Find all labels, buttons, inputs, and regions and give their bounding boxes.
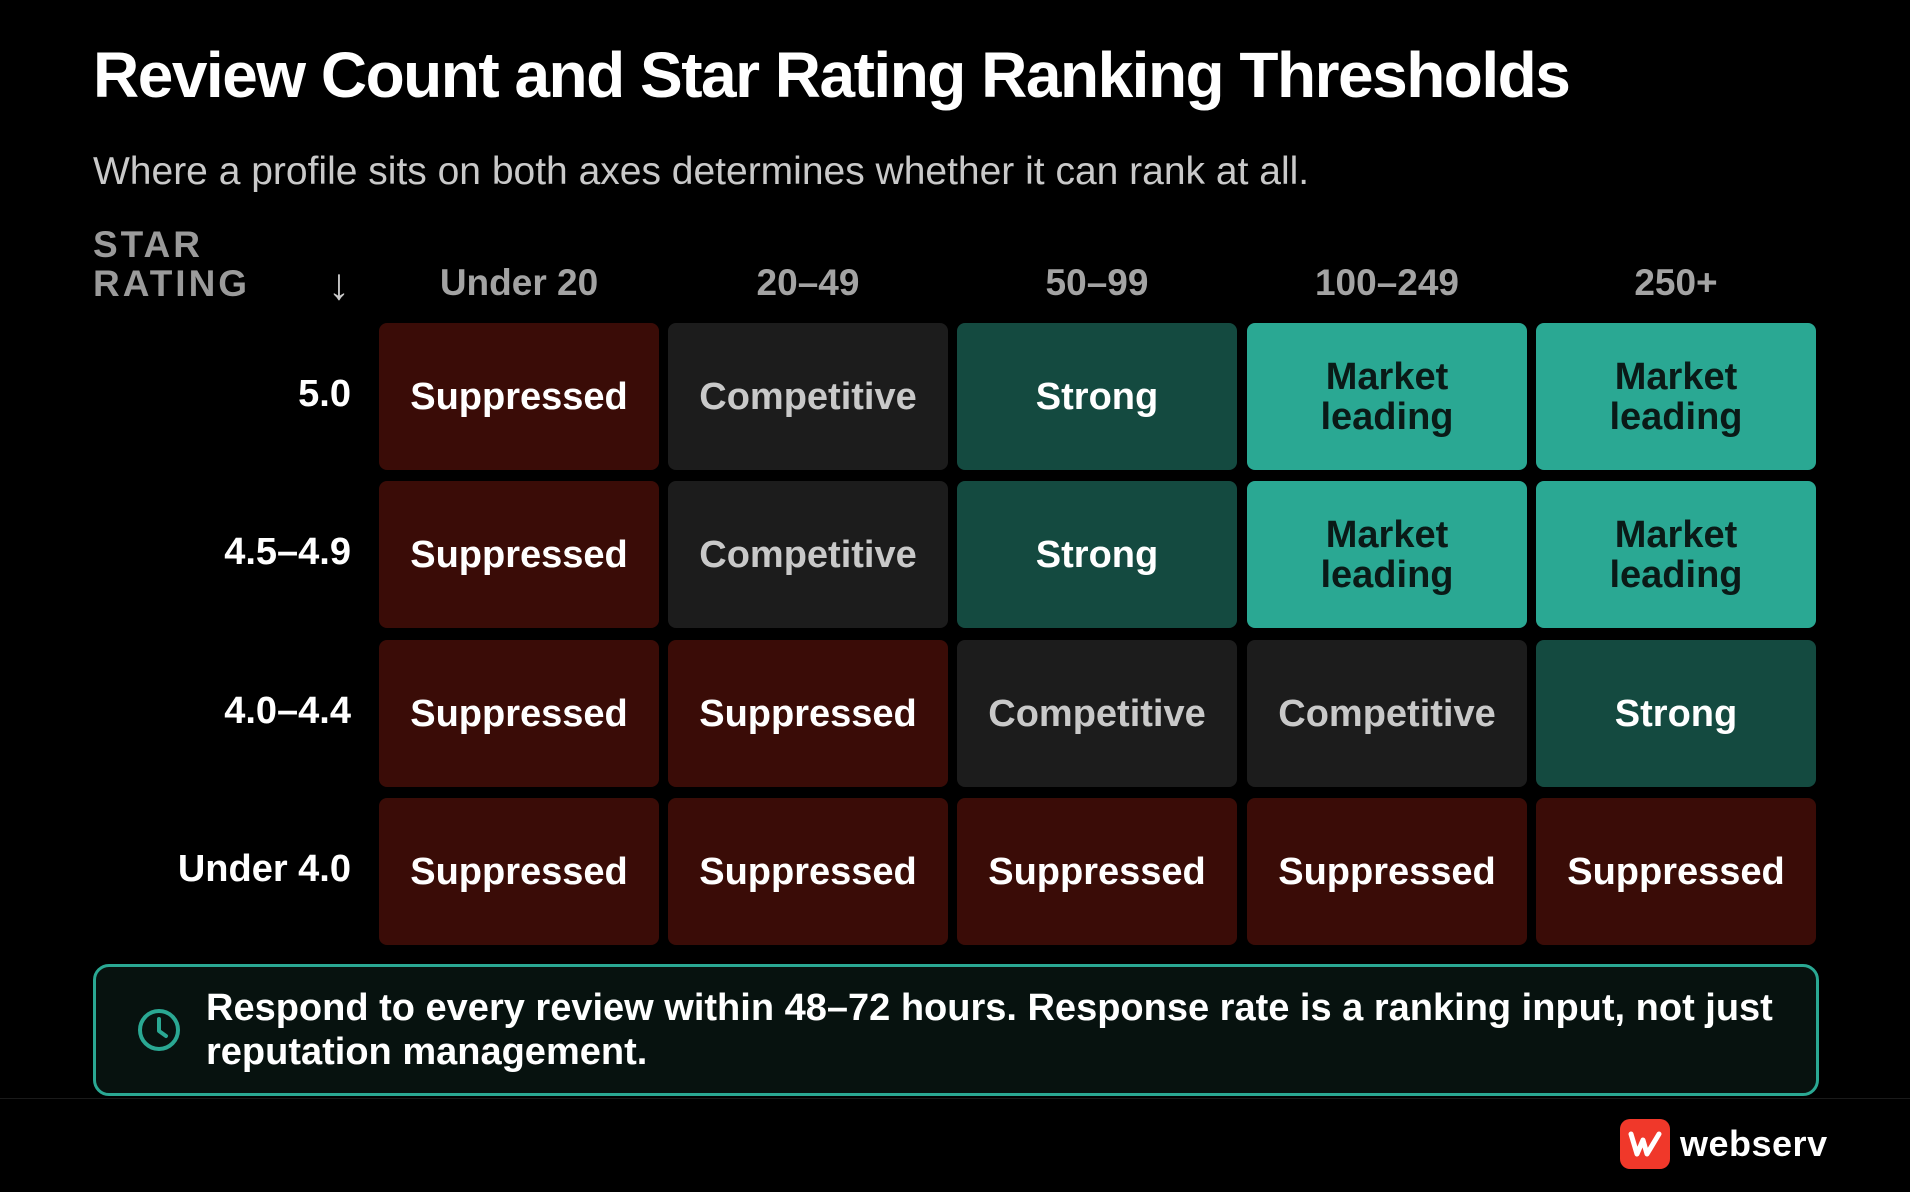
grid-cell-suppressed: Suppressed (379, 640, 659, 787)
grid-cell-label: Suppressed (988, 850, 1206, 893)
row-label: Under 4.0 (177, 848, 351, 890)
grid-cell-suppressed: Suppressed (379, 481, 659, 628)
grid-cell-label: Competitive (699, 375, 917, 418)
grid-cell-competitive: Competitive (668, 481, 948, 628)
column-header: 250+ (1634, 262, 1718, 303)
grid-cell-suppressed: Suppressed (668, 798, 948, 945)
grid-cell-label: Strong (1035, 375, 1159, 418)
grid-cell-suppressed: Suppressed (1536, 798, 1816, 945)
column-header: 20–49 (756, 262, 860, 303)
down-arrow-icon: ↓ (328, 260, 350, 309)
grid-cell-label: Market leading (1609, 355, 1743, 438)
row-label: 4.0–4.4 (224, 690, 351, 732)
page-title: Review Count and Star Rating Ranking Thr… (93, 39, 1571, 111)
grid-cell-strong: Strong (957, 481, 1237, 628)
y-axis-label: STAR RATING (93, 225, 250, 303)
logo-text: webserv (1680, 1123, 1828, 1164)
grid-cell-strong: Strong (1536, 640, 1816, 787)
grid-cell-competitive: Competitive (668, 323, 948, 470)
grid-cell-suppressed: Suppressed (1247, 798, 1527, 945)
grid-cell-label: Suppressed (410, 533, 628, 576)
clock-icon (138, 1009, 180, 1051)
grid-cell-suppressed: Suppressed (379, 798, 659, 945)
grid-cell-label: Strong (1035, 533, 1159, 576)
column-header: 100–249 (1314, 262, 1460, 303)
grid-cell-label: Suppressed (699, 850, 917, 893)
footer-divider (0, 1098, 1910, 1099)
grid-cell-suppressed: Suppressed (668, 640, 948, 787)
grid-cell-competitive: Competitive (957, 640, 1237, 787)
grid-cell-leading: Market leading (1247, 481, 1527, 628)
page-subtitle: Where a profile sits on both axes determ… (93, 150, 1310, 193)
y-axis-label-line2: RATING (93, 263, 251, 304)
callout-box: Respond to every review within 48–72 hou… (93, 964, 1819, 1096)
row-label: 4.5–4.9 (224, 531, 351, 573)
grid-cell-suppressed: Suppressed (379, 323, 659, 470)
grid-cell-competitive: Competitive (1247, 640, 1527, 787)
grid-cell-suppressed: Suppressed (957, 798, 1237, 945)
grid-cell-label: Suppressed (1567, 850, 1785, 893)
callout-text: Respond to every review within 48–72 hou… (206, 987, 1773, 1073)
grid-cell-label: Suppressed (410, 850, 628, 893)
grid-cell-strong: Strong (957, 323, 1237, 470)
grid-cell-label: Suppressed (410, 375, 628, 418)
grid-cell-leading: Market leading (1247, 323, 1527, 470)
grid-cell-label: Strong (1614, 692, 1738, 735)
grid-cell-label: Competitive (988, 692, 1206, 735)
grid-cell-label: Competitive (1278, 692, 1496, 735)
brand-logo: webserv (1620, 1119, 1828, 1169)
column-header: 50–99 (1045, 262, 1149, 303)
webserv-logo-icon (1620, 1119, 1670, 1169)
grid-cell-label: Market leading (1609, 513, 1743, 596)
grid-cell-label: Suppressed (410, 692, 628, 735)
grid-cell-label: Market leading (1320, 355, 1454, 438)
grid-cell-label: Suppressed (1278, 850, 1496, 893)
column-header: Under 20 (439, 262, 599, 303)
row-label: 5.0 (298, 373, 351, 415)
grid-cell-leading: Market leading (1536, 323, 1816, 470)
grid-cell-label: Competitive (699, 533, 917, 576)
grid-cell-label: Suppressed (699, 692, 917, 735)
grid-cell-label: Market leading (1320, 513, 1454, 596)
grid-cell-leading: Market leading (1536, 481, 1816, 628)
y-axis-label-line1: STAR (93, 224, 203, 265)
